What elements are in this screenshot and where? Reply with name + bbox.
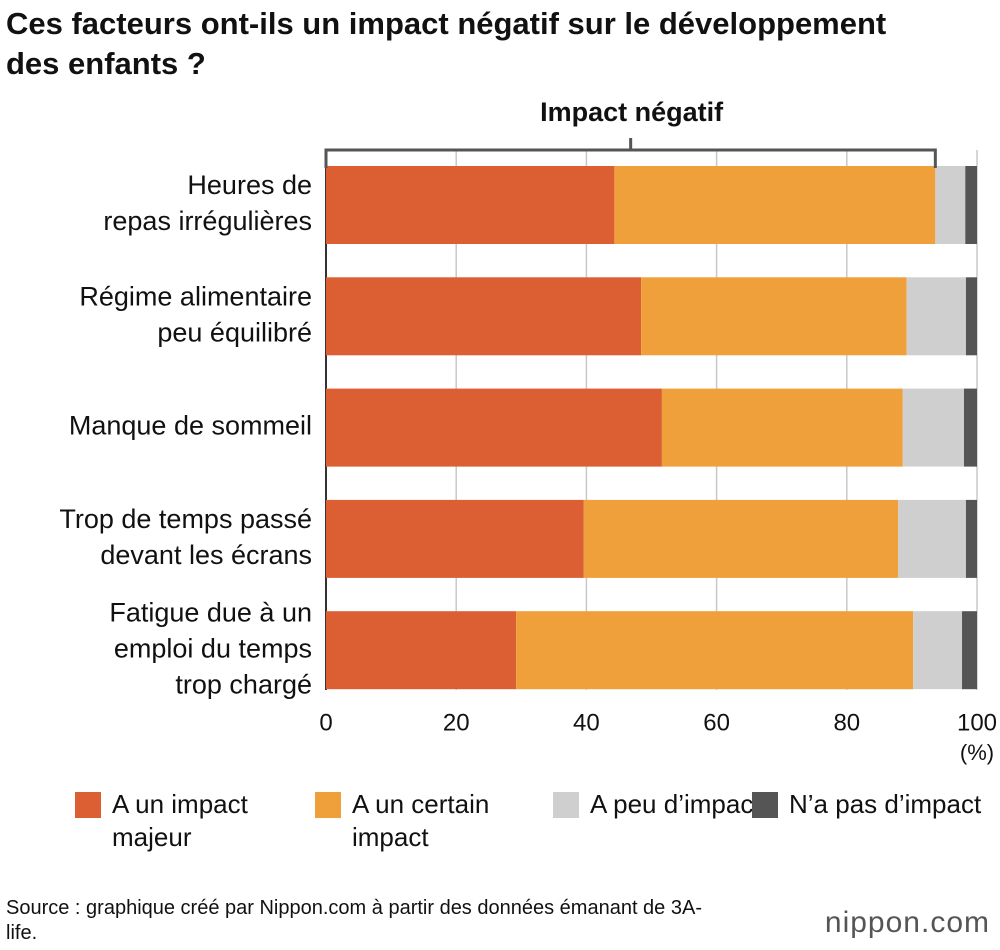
bar-segment <box>516 611 914 690</box>
chart: 0 20 40 60 80 100 (%) Heures de repas irrégulièr… <box>59 97 997 765</box>
bar-segment <box>641 277 907 356</box>
bar-segment <box>326 166 615 244</box>
bar-segment <box>326 611 517 690</box>
bar-segment <box>583 499 899 578</box>
x-tick-label: 80 <box>833 709 860 736</box>
category-label: Heures de <box>187 170 312 200</box>
bar-segment <box>326 499 584 578</box>
bar-segment <box>902 388 964 467</box>
bar-segment <box>965 499 977 578</box>
category-label: Régime alimentaire <box>79 281 312 311</box>
bar-segment <box>661 388 903 467</box>
annotation: Impact négatif <box>540 97 724 127</box>
category-label: emploi du temps <box>114 633 312 663</box>
bar-segment <box>962 611 977 690</box>
bar-segment <box>935 166 966 244</box>
category-label: Fatigue due à un <box>109 597 312 627</box>
category-label: devant les écrans <box>100 540 312 570</box>
bar-segment <box>965 166 977 244</box>
legend-label: N’a pas d’impact <box>789 789 982 819</box>
chart-title: Ces facteurs ont-ils un impact négatif s… <box>6 6 887 81</box>
x-tick-label: 0 <box>319 709 332 736</box>
bar-segment <box>913 611 963 690</box>
bracket <box>324 138 937 168</box>
x-tick-label: 20 <box>443 709 470 736</box>
bar-segment <box>906 277 966 356</box>
category-label: repas irrégulières <box>103 206 312 236</box>
bar-segment <box>326 277 642 356</box>
legend-swatch <box>75 792 101 818</box>
source: Source : graphique créé par Nippon.com à… <box>6 897 702 944</box>
legend-swatch <box>315 792 341 818</box>
legend-swatch <box>553 792 579 818</box>
bar-segment <box>326 388 662 467</box>
x-tick-label: 60 <box>703 709 730 736</box>
bar-segment <box>898 499 966 578</box>
category-label: Manque de sommeil <box>69 411 312 441</box>
category-label: Trop de temps passé <box>59 504 312 534</box>
x-tick-label: 100 <box>957 709 997 736</box>
legend-swatch <box>752 792 778 818</box>
bar-segment <box>963 388 977 467</box>
legend-label: A un certain impact <box>352 789 490 852</box>
bar-segment <box>965 277 977 356</box>
legend-label: A peu d’impact <box>590 789 761 819</box>
bar-segment <box>614 166 936 244</box>
x-axis-label: (%) <box>960 740 994 765</box>
brand: nippon.com <box>824 906 990 939</box>
legend-label: A un impact majeur <box>112 789 248 852</box>
x-tick-label: 40 <box>573 709 600 736</box>
category-label: trop chargé <box>175 669 312 699</box>
category-label: peu équilibré <box>157 317 312 347</box>
